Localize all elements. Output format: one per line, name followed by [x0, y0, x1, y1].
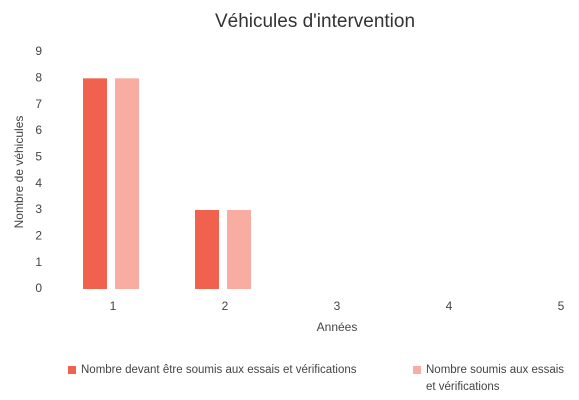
- y-tick-label: 0: [35, 281, 42, 295]
- legend-swatch: [68, 366, 76, 374]
- y-tick-label: 3: [35, 202, 42, 216]
- legend-label: Nombre devant être soumis aux essais et …: [81, 364, 357, 376]
- legend-swatch: [413, 366, 421, 374]
- y-tick-label: 5: [35, 150, 42, 164]
- y-tick-label: 9: [35, 44, 42, 58]
- y-tick-label: 4: [35, 176, 42, 190]
- x-tick-label: 3: [334, 299, 341, 313]
- legend: Nombre devant être soumis aux essais et …: [0, 362, 579, 400]
- x-axis-label: Années: [317, 320, 358, 334]
- legend-item: Nombre devant être soumis aux essais et …: [68, 362, 356, 379]
- y-tick-label: 7: [35, 97, 42, 111]
- bar: [83, 78, 107, 289]
- x-tick-label: 1: [110, 299, 117, 313]
- bar: [195, 210, 219, 289]
- y-tick-label: 8: [35, 71, 42, 85]
- chart: Véhicules d'intervention Nombre de véhic…: [12, 11, 565, 334]
- x-tick-label: 2: [222, 299, 229, 313]
- bar: [227, 210, 251, 289]
- bar: [115, 78, 139, 289]
- chart-title: Véhicules d'intervention: [215, 11, 415, 32]
- y-axis-label: Nombre de véhicules: [12, 116, 26, 229]
- y-tick-label: 2: [35, 229, 42, 243]
- y-tick-label: 1: [35, 255, 42, 269]
- legend-item: Nombre soumis aux essais et vérification…: [413, 362, 566, 396]
- legend-label: Nombre soumis aux essais et vérification…: [426, 364, 565, 393]
- y-tick-label: 6: [35, 123, 42, 137]
- x-tick-label: 5: [558, 299, 565, 313]
- x-tick-label: 4: [446, 299, 453, 313]
